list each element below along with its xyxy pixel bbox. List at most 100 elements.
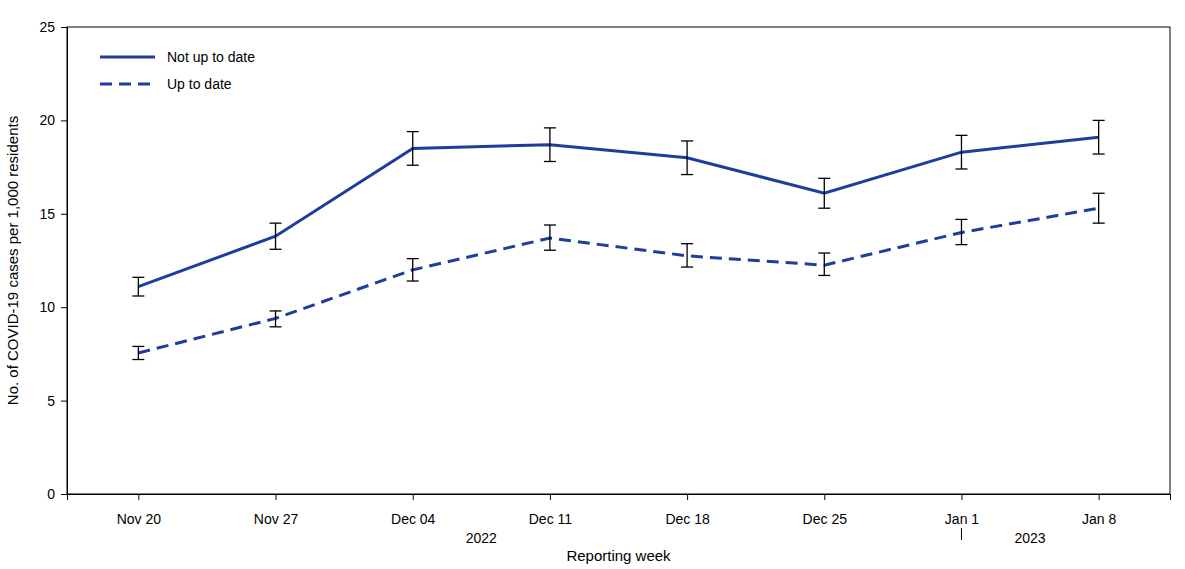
y-tick-mark xyxy=(61,494,67,495)
error-bar-cap xyxy=(681,140,693,141)
error-bar-cap xyxy=(1093,120,1105,121)
x-tick-mark xyxy=(413,494,414,500)
error-bar-cap xyxy=(407,280,419,281)
x-tick-label: Dec 11 xyxy=(529,511,573,527)
error-bar-cap xyxy=(818,208,830,209)
legend-swatch xyxy=(100,83,155,86)
error-bar xyxy=(270,223,282,249)
error-bar-stem xyxy=(138,346,139,359)
error-bar-cap xyxy=(544,161,556,162)
y-tick: 15 xyxy=(39,206,67,222)
x-tick-label: Nov 20 xyxy=(117,511,162,527)
error-bar-cap xyxy=(681,243,693,244)
legend-label: Up to date xyxy=(167,76,232,92)
error-bar-cap xyxy=(955,219,967,220)
x-tick: Dec 25 xyxy=(803,494,848,527)
error-bar-cap xyxy=(270,326,282,327)
x-tick-label: Jan 8 xyxy=(1082,511,1116,527)
year-label: 2023 xyxy=(1014,530,1045,546)
error-bar-stem xyxy=(1098,120,1099,154)
error-bar-cap xyxy=(681,174,693,175)
error-bar-stem xyxy=(1098,193,1099,223)
year-label: 2022 xyxy=(466,530,497,546)
error-bar xyxy=(132,277,144,296)
x-tick-mark xyxy=(550,494,551,500)
error-bar-stem xyxy=(961,135,962,169)
error-bar-cap xyxy=(407,258,419,259)
x-tick: Dec 18 xyxy=(665,494,710,527)
legend-label: Not up to date xyxy=(167,49,255,65)
x-tick-mark xyxy=(961,494,962,500)
error-bar-cap xyxy=(544,224,556,225)
x-tick-label: Nov 27 xyxy=(254,511,299,527)
y-tick: 5 xyxy=(47,393,67,409)
error-bar-cap xyxy=(407,165,419,166)
y-tick: 10 xyxy=(39,299,67,315)
error-bar-cap xyxy=(132,277,144,278)
x-tick: Jan 8 xyxy=(1082,494,1116,527)
series-line xyxy=(138,137,1098,286)
error-bar xyxy=(955,219,967,244)
legend-item: Not up to date xyxy=(100,49,255,65)
error-bar-stem xyxy=(275,223,276,249)
y-tick-label: 5 xyxy=(47,393,55,409)
y-axis: 0 5 10 15 20 25 xyxy=(39,19,67,502)
y-tick-label: 25 xyxy=(39,19,55,35)
error-bar-cap xyxy=(407,131,419,132)
x-tick-label: Dec 18 xyxy=(665,511,710,527)
error-bar xyxy=(681,244,693,267)
error-bar xyxy=(544,225,556,250)
legend: Not up to date Up to date xyxy=(100,49,255,92)
series-group xyxy=(132,120,1104,359)
error-bar xyxy=(681,141,693,175)
x-tick: Dec 04 xyxy=(391,494,436,527)
y-tick-label: 10 xyxy=(39,299,55,315)
x-tick-mark xyxy=(1099,494,1100,500)
y-tick-label: 20 xyxy=(39,112,55,128)
chart: 0 5 10 15 20 25 Nov 20 Nov 27 Dec 04 Dec 11 Dec 18… xyxy=(0,0,1185,569)
error-bar xyxy=(544,128,556,162)
error-bar xyxy=(407,259,419,281)
error-bar-stem xyxy=(824,253,825,275)
y-tick-mark xyxy=(61,307,67,308)
error-bar-stem xyxy=(412,132,413,166)
error-bar-cap xyxy=(544,250,556,251)
error-bar xyxy=(818,253,830,275)
y-tick-mark xyxy=(61,120,67,121)
y-tick: 20 xyxy=(39,112,67,128)
error-bar xyxy=(407,132,419,166)
x-tick-mark xyxy=(138,494,139,500)
error-bar-cap xyxy=(1093,153,1105,154)
x-tick-mark xyxy=(276,494,277,500)
error-bar-cap xyxy=(818,178,830,179)
error-bar xyxy=(818,178,830,208)
error-bar-stem xyxy=(412,259,413,281)
error-bar xyxy=(955,135,967,169)
error-bar-cap xyxy=(544,127,556,128)
x-tick-label: Dec 25 xyxy=(803,511,848,527)
x-axis: Nov 20 Nov 27 Dec 04 Dec 11 Dec 18 Dec 25 Jan … xyxy=(68,494,1171,527)
error-bar-stem xyxy=(686,244,687,267)
y-tick-label: 0 xyxy=(47,486,55,502)
error-bar-stem xyxy=(549,128,550,162)
legend-item: Up to date xyxy=(100,76,232,92)
y-axis-title: No. of COVID-19 cases per 1,000 resident… xyxy=(4,116,21,405)
error-bar xyxy=(1093,120,1105,154)
error-bar-cap xyxy=(270,249,282,250)
error-bar-stem xyxy=(138,277,139,296)
series-line xyxy=(138,208,1098,353)
x-tick-mark xyxy=(824,494,825,500)
y-axis-line xyxy=(61,28,68,495)
error-bar-stem xyxy=(275,311,276,327)
error-bar-stem xyxy=(961,219,962,244)
error-bar-cap xyxy=(681,266,693,267)
plot-frame xyxy=(67,27,1170,494)
error-bar-cap xyxy=(1093,222,1105,223)
error-bar-cap xyxy=(132,295,144,296)
x-axis-title: Reporting week xyxy=(566,547,671,564)
y-tick: 25 xyxy=(39,19,67,35)
error-bar-cap xyxy=(270,310,282,311)
error-bar xyxy=(270,311,282,327)
plot: 0 5 10 15 20 25 Nov 20 Nov 27 Dec 04 Dec 11 Dec 18… xyxy=(39,19,1170,546)
x-tick-label: Dec 04 xyxy=(391,511,436,527)
